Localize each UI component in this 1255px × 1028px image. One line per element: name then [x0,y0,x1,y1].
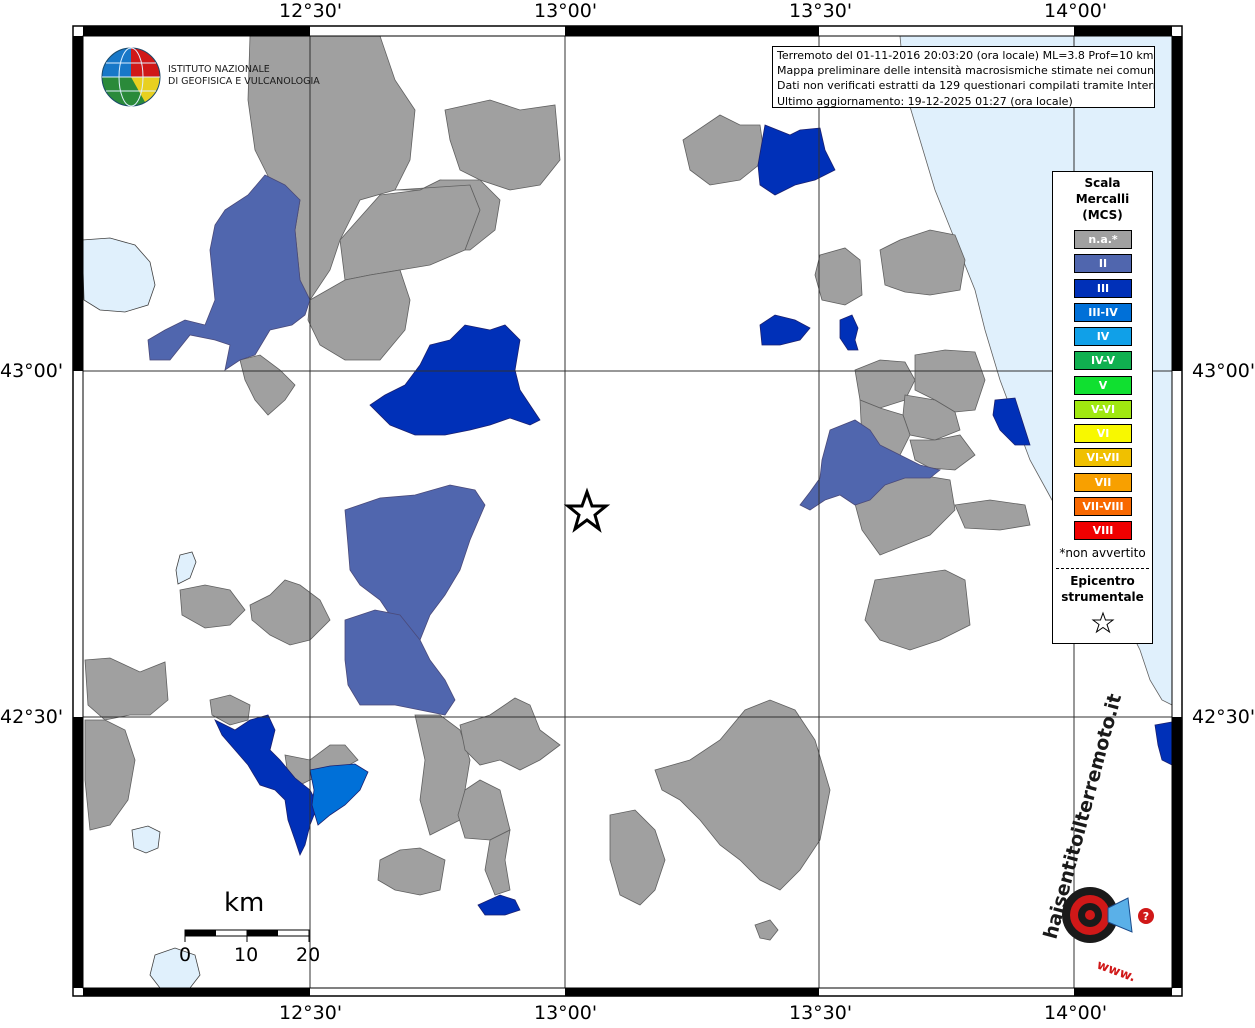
legend-swatch: VII [1074,472,1132,492]
info-line-3: Dati non verificati estratti da 129 ques… [777,79,1155,93]
right-axis-label: 42°30' [1192,706,1255,728]
scale-bar: km 0 10 20 [176,888,326,968]
scale-tick: 10 [234,944,259,966]
top-axis-label: 12°30' [279,0,343,22]
legend-title-1: Scala [1084,176,1121,190]
legend-separator [1056,568,1149,569]
lake-trasimeno [81,237,156,313]
event-info-box: Terremoto del 01-11-2016 20:03:20 (ora l… [772,46,1155,108]
info-line-2: Mappa preliminare delle intensità macros… [777,64,1155,78]
legend-title-3: (MCS) [1082,208,1123,222]
legend-swatch: VI [1074,424,1132,443]
legend-epicenter-line-2: strumentale [1061,590,1144,604]
right-axis-label: 43°00' [1192,360,1255,382]
municipalities-ii [147,174,941,716]
lake-small-2 [149,947,201,989]
legend-swatch: V [1074,375,1132,395]
bottom-axis-label: 14°00' [1044,1002,1108,1024]
mcs-legend: Scala Mercalli (MCS) n.a.* II III III-IV IV I… [1052,171,1153,644]
lake-small-1 [175,551,197,585]
municipality-iii-iv [309,763,369,826]
ingv-line-2: DI GEOFISICA E VULCANOLOGIA [168,76,320,87]
top-axis-label: 13°30' [789,0,853,22]
ingv-logo-text: ISTITUTO NAZIONALE DI GEOFISICA E VULCAN… [168,64,320,88]
legend-swatch: III [1074,278,1132,298]
legend-swatch: II [1074,254,1132,274]
municipalities-na [84,35,1031,941]
legend-epicenter-label: Epicentro strumentale [1053,573,1152,605]
legend-epicenter-line-1: Epicentro [1070,574,1135,588]
legend-swatch: n.a.* [1074,230,1132,249]
legend-swatch: VI-VII [1074,448,1132,468]
bottom-axis-label: 12°30' [279,1002,343,1024]
legend-swatch: IV-V [1074,351,1132,371]
ingv-line-1: ISTITUTO NAZIONALE [168,64,270,75]
legend-title-2: Mercalli [1075,192,1130,206]
scale-unit: km [224,888,265,918]
scale-tick: 0 [179,944,192,966]
map-frame [72,25,1183,997]
legend-note: *non avvertito [1059,546,1146,560]
scale-bar-graphic [184,929,310,942]
info-line-1: Terremoto del 01-11-2016 20:03:20 (ora l… [777,49,1154,62]
bottom-axis-label: 13°30' [789,1002,853,1024]
legend-swatch: VII-VIII [1074,496,1132,516]
left-axis-label: 42°30' [0,706,64,728]
lake-bolsena [131,825,161,854]
info-line-4: Ultimo aggiornamento: 19-12-2025 01:27 (… [777,94,1073,108]
bottom-axis-label: 13°00' [534,1002,598,1024]
legend-swatch: V-VI [1074,399,1132,419]
ingv-globe-icon [101,47,161,107]
haisentito-logo-icon: ? [1062,887,1154,943]
svg-text:?: ? [1143,910,1149,923]
haisentito-logo-prefix: www. [1095,958,1138,986]
legend-swatch: VIII [1074,521,1132,540]
legend-swatch: IV [1074,327,1132,346]
left-axis-label: 43°00' [0,360,64,382]
legend-swatch: III-IV [1074,302,1132,322]
top-axis-label: 14°00' [1044,0,1108,22]
top-axis-label: 13°00' [534,0,598,22]
legend-star-icon [1091,611,1115,634]
municipalities-iii [214,124,1173,916]
epicenter-star-icon [563,487,611,533]
scale-tick: 20 [296,944,321,966]
